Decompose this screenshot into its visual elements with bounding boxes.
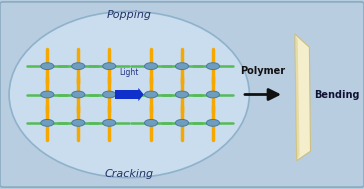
Circle shape xyxy=(103,91,116,98)
Circle shape xyxy=(175,119,189,126)
Polygon shape xyxy=(295,34,300,161)
Text: Cracking: Cracking xyxy=(105,169,154,179)
Bar xyxy=(115,90,140,99)
Circle shape xyxy=(145,119,158,126)
Circle shape xyxy=(206,91,219,98)
Text: Popping: Popping xyxy=(107,10,152,20)
Circle shape xyxy=(175,63,189,70)
Text: Bending: Bending xyxy=(314,90,359,99)
Circle shape xyxy=(145,63,158,70)
Circle shape xyxy=(103,119,116,126)
Circle shape xyxy=(206,63,219,70)
Circle shape xyxy=(206,119,219,126)
Circle shape xyxy=(72,91,85,98)
Circle shape xyxy=(103,63,116,70)
Text: Polymer: Polymer xyxy=(241,66,285,76)
Circle shape xyxy=(41,119,54,126)
Ellipse shape xyxy=(9,11,249,178)
Text: Light: Light xyxy=(119,68,139,77)
Circle shape xyxy=(175,91,189,98)
Polygon shape xyxy=(295,34,310,161)
Circle shape xyxy=(41,91,54,98)
Circle shape xyxy=(72,63,85,70)
Circle shape xyxy=(145,91,158,98)
Circle shape xyxy=(72,119,85,126)
Circle shape xyxy=(41,63,54,70)
Polygon shape xyxy=(138,88,144,101)
